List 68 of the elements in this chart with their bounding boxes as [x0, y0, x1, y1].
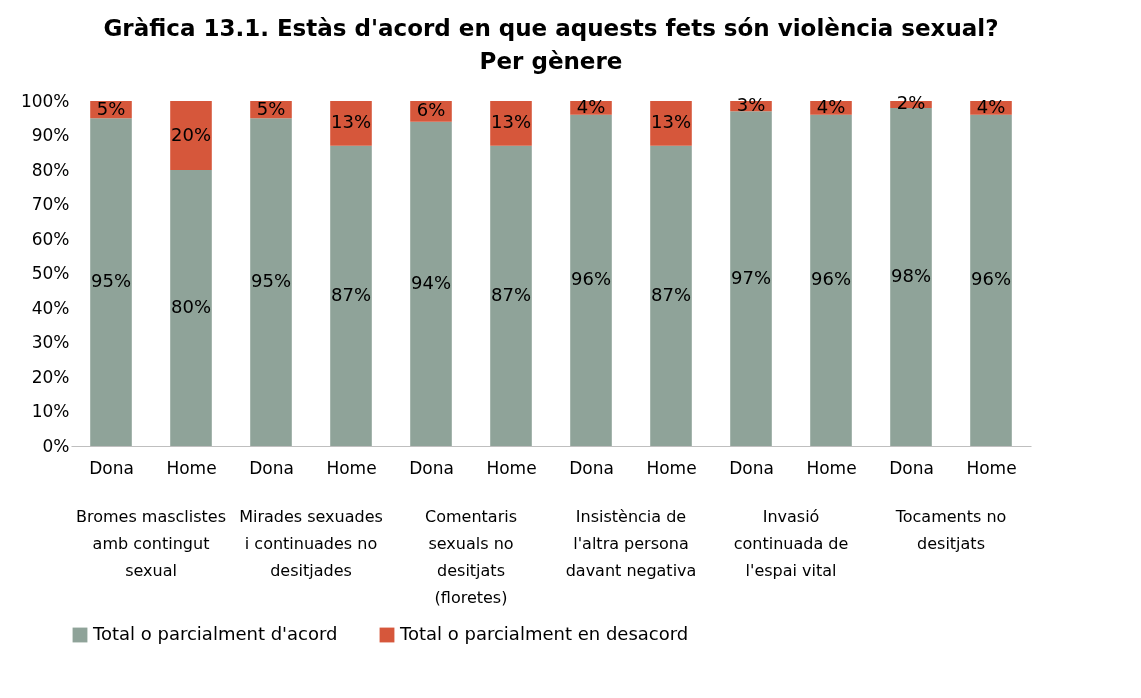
data-label: 96% [810, 268, 852, 290]
y-tick-label: 70% [31, 194, 70, 214]
y-tick-label: 90% [31, 125, 70, 145]
data-label: 98% [890, 264, 932, 286]
data-label: 20% [170, 123, 212, 145]
x-tick-label: Home [966, 457, 1017, 478]
y-tick-label: 20% [31, 366, 70, 387]
data-label: 4% [576, 95, 606, 117]
x-tick-label: Home [326, 457, 377, 478]
y-tick-label: 30% [31, 332, 70, 352]
data-label: 87% [490, 283, 532, 305]
text: Mirades sexuades i continuades no desitjades [239, 507, 383, 580]
bar [170, 170, 212, 446]
x-tick-label: Dona [889, 457, 934, 478]
y-tick-label: 0% [42, 435, 70, 456]
text: Comentaris sexuals no desitjats (floretes) [425, 507, 517, 607]
y-tick-label: 100% [20, 90, 70, 111]
x-tick-label: Dona [249, 457, 294, 478]
y-tick-label: 50% [31, 263, 70, 283]
bar [810, 114, 852, 446]
x-tick-label: Dona [729, 457, 774, 478]
data-label: 13% [650, 111, 692, 133]
data-label: 97% [730, 266, 772, 288]
bar [410, 121, 452, 446]
x-tick-label: Home [166, 457, 217, 478]
text: Insistència de l'altra persona davant negativa [565, 507, 697, 580]
data-label: 5% [256, 97, 286, 119]
x-tick-label: Dona [89, 457, 134, 478]
chart-title: Gràfica 13.1. Estàs d'acord en que aquests fets són violència sexual? Per gènere [103, 15, 999, 74]
bar [170, 101, 212, 170]
data-label: 94% [410, 271, 452, 293]
bar [330, 145, 372, 446]
text: Bromes masclistes amb contingut sexual [75, 507, 227, 580]
data-label: 87% [330, 283, 372, 305]
data-label: 5% [96, 97, 126, 119]
data-label: 87% [650, 283, 692, 305]
bar [970, 114, 1012, 446]
bar [90, 118, 132, 446]
x-tick-label: Home [806, 457, 857, 478]
y-tick-label: 60% [31, 228, 70, 249]
data-label: 96% [970, 268, 1012, 290]
bar [890, 107, 932, 446]
y-tick-label: 80% [31, 159, 70, 180]
text: Tocaments no desitjats [894, 507, 1007, 553]
data-label: 13% [330, 111, 372, 133]
data-label: 13% [490, 111, 532, 133]
data-label: 95% [250, 270, 292, 292]
bar [730, 111, 772, 446]
bar [250, 118, 292, 446]
data-label: 95% [90, 270, 132, 292]
data-label: 96% [570, 268, 612, 290]
x-tick-label: Dona [409, 457, 454, 478]
text: Invasió continuada de l'espai vital [733, 507, 849, 580]
y-tick-label: 40% [31, 297, 70, 318]
bar [490, 145, 532, 446]
data-label: 3% [736, 94, 766, 116]
legend-label: Total o parcialment d'acord [92, 623, 338, 644]
legend-label: Total o parcialment en desacord [399, 623, 689, 644]
data-label: 6% [416, 99, 446, 121]
bar [650, 145, 692, 446]
data-label: 4% [816, 95, 846, 117]
data-label: 80% [170, 296, 212, 317]
x-tick-label: Home [486, 457, 537, 478]
x-tick-label: Home [646, 457, 697, 478]
y-tick-label: 10% [31, 401, 70, 421]
data-label: 4% [976, 95, 1006, 117]
bar [570, 114, 612, 446]
x-tick-label: Dona [569, 457, 614, 478]
